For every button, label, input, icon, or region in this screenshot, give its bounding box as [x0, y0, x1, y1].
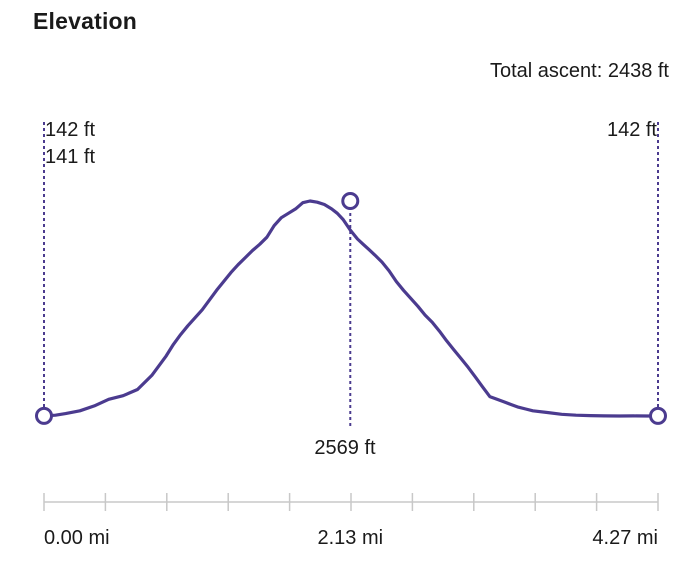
end-point-marker[interactable]: [649, 406, 667, 425]
elevation-series-line: [42, 199, 660, 418]
start-elevation-label-2: 141 ft: [45, 146, 95, 168]
x-tick-label-end: 4.27 mi: [592, 527, 658, 549]
peak-elevation-label: 2569 ft: [314, 437, 376, 459]
total-ascent: Total ascent: 2438 ft: [489, 60, 669, 82]
start-point-marker[interactable]: [35, 406, 53, 425]
end-elevation-label: 142 ft: [607, 119, 657, 141]
x-tick-label-mid: 2.13 mi: [317, 527, 383, 549]
x-axis-ticks: [43, 493, 659, 511]
x-tick-label-start: 0.00 mi: [44, 527, 110, 549]
chart-title: Elevation: [33, 8, 138, 34]
peak-point-marker[interactable]: [341, 192, 360, 210]
start-elevation-label-1: 142 ft: [45, 119, 95, 141]
